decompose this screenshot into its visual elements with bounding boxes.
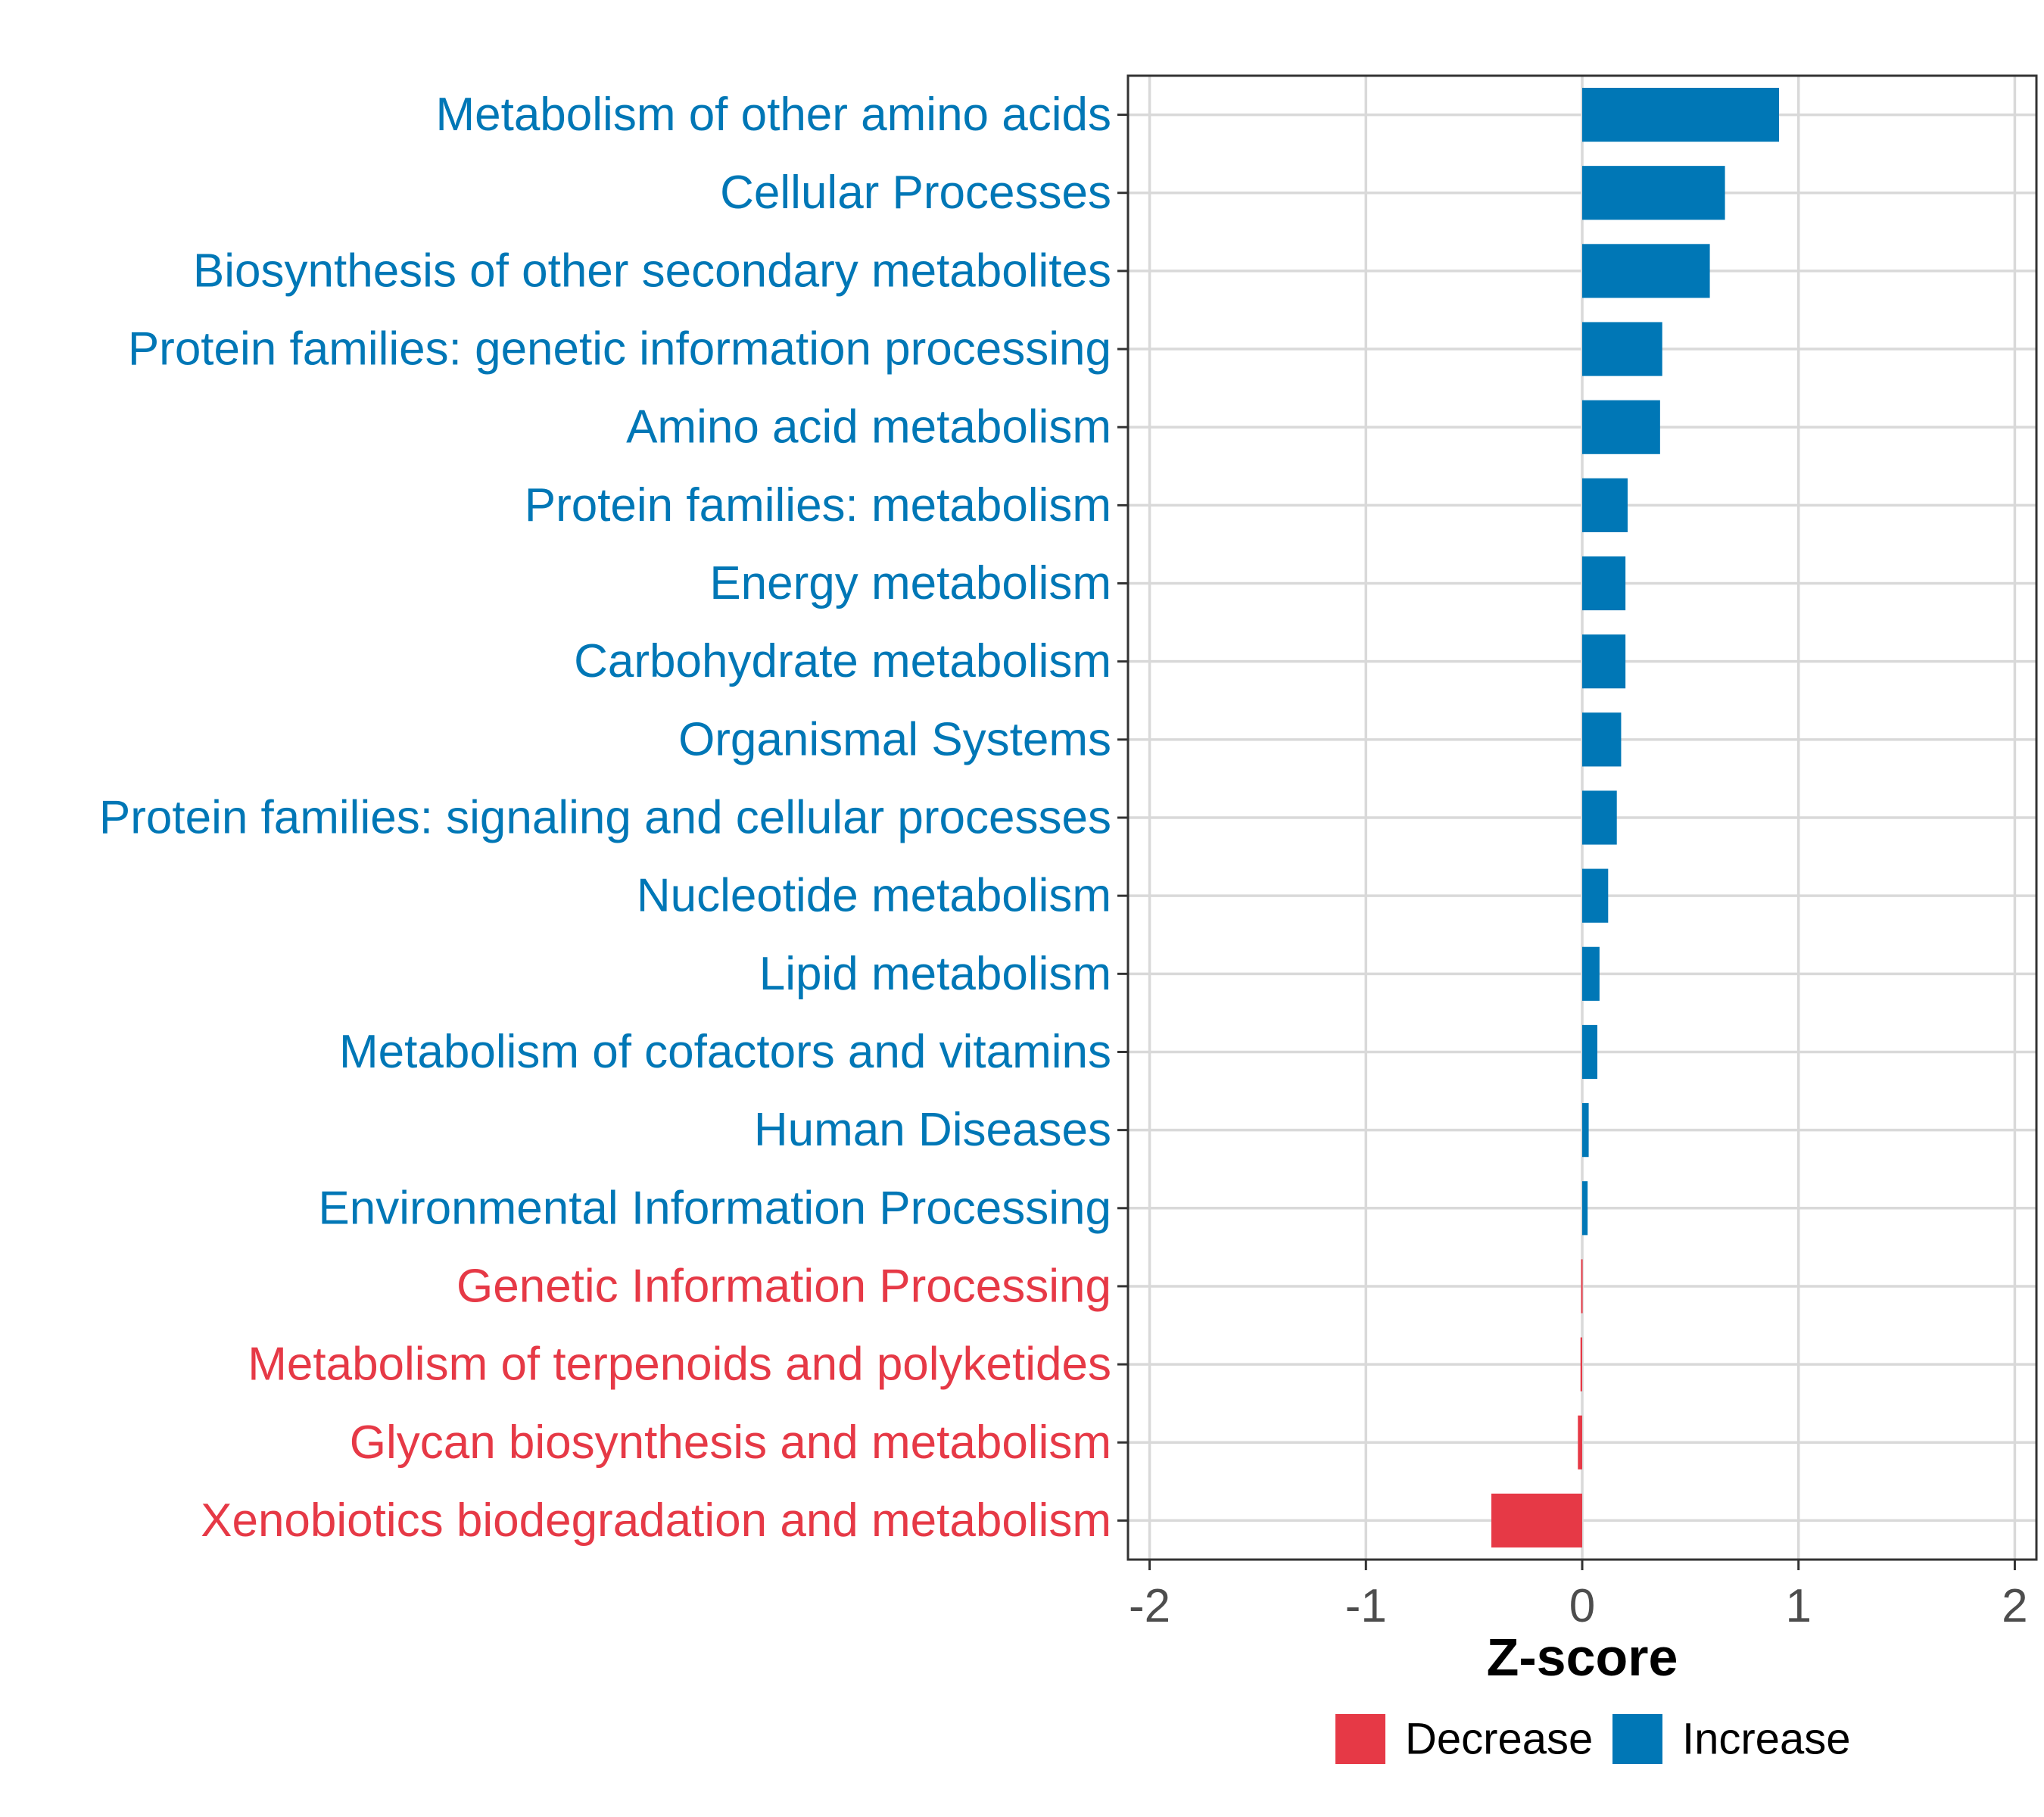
bar xyxy=(1582,322,1662,376)
legend-swatch-decrease xyxy=(1335,1714,1385,1764)
bar xyxy=(1582,1024,1597,1080)
y-tick-label: Protein families: metabolism xyxy=(525,479,1111,531)
y-tick-label: Cellular Processes xyxy=(720,167,1111,219)
bar xyxy=(1582,87,1779,142)
legend: Decrease Increase xyxy=(1335,1714,1850,1764)
y-tick-label: Glycan biosynthesis and metabolism xyxy=(350,1417,1111,1469)
y-tick-label: Metabolism of terpenoids and polyketides xyxy=(248,1339,1111,1391)
legend-swatch-increase xyxy=(1612,1714,1662,1764)
y-tick-label: Metabolism of cofactors and vitamins xyxy=(339,1026,1111,1078)
y-tick-label: Biosynthesis of other secondary metaboli… xyxy=(193,245,1111,297)
y-tick-label: Xenobiotics biodegradation and metabolis… xyxy=(201,1494,1111,1547)
y-tick-label: Environmental Information Processing xyxy=(318,1182,1111,1234)
legend-label-increase: Increase xyxy=(1682,1715,1850,1764)
y-tick-label: Metabolism of other amino acids xyxy=(435,89,1111,141)
y-tick-label: Amino acid metabolism xyxy=(626,401,1111,453)
x-tick-label: 0 xyxy=(1569,1580,1595,1632)
y-tick-label: Human Diseases xyxy=(754,1104,1111,1156)
bar xyxy=(1582,166,1725,220)
bar xyxy=(1581,1259,1583,1314)
bar xyxy=(1582,478,1628,532)
bar xyxy=(1580,1337,1582,1392)
x-axis-title: Z-score xyxy=(1487,1628,1678,1687)
bar xyxy=(1578,1415,1582,1469)
bar xyxy=(1582,712,1622,767)
bar xyxy=(1582,790,1617,845)
x-axis: -2 -1 0 1 2 xyxy=(1129,1560,2028,1632)
y-tick-label: Energy metabolism xyxy=(709,557,1111,609)
x-tick-label: 2 xyxy=(2002,1580,2027,1632)
y-tick-label: Carbohydrate metabolism xyxy=(574,635,1111,687)
y-tick-label: Organismal Systems xyxy=(678,713,1111,765)
y-tick-label: Protein families: signaling and cellular… xyxy=(99,792,1111,844)
bar xyxy=(1582,1103,1589,1158)
bar xyxy=(1582,868,1609,923)
x-tick-label: -2 xyxy=(1129,1580,1170,1632)
y-tick-label: Genetic Information Processing xyxy=(456,1260,1111,1312)
bar xyxy=(1582,556,1626,611)
x-tick-label: 1 xyxy=(1785,1580,1811,1632)
bar xyxy=(1582,400,1660,454)
bar xyxy=(1582,244,1710,298)
y-tick-label: Lipid metabolism xyxy=(759,948,1111,1000)
y-tick-label: Nucleotide metabolism xyxy=(637,870,1111,922)
bar xyxy=(1582,946,1600,1001)
bar xyxy=(1582,634,1626,689)
x-tick-label: -1 xyxy=(1345,1580,1387,1632)
y-tick-label: Protein families: genetic information pr… xyxy=(128,323,1111,376)
bar xyxy=(1491,1493,1582,1548)
bar xyxy=(1582,1181,1588,1236)
legend-label-decrease: Decrease xyxy=(1405,1715,1593,1764)
bars xyxy=(1491,87,1779,1548)
y-axis: Metabolism of other amino acids Cellular … xyxy=(99,89,1128,1547)
